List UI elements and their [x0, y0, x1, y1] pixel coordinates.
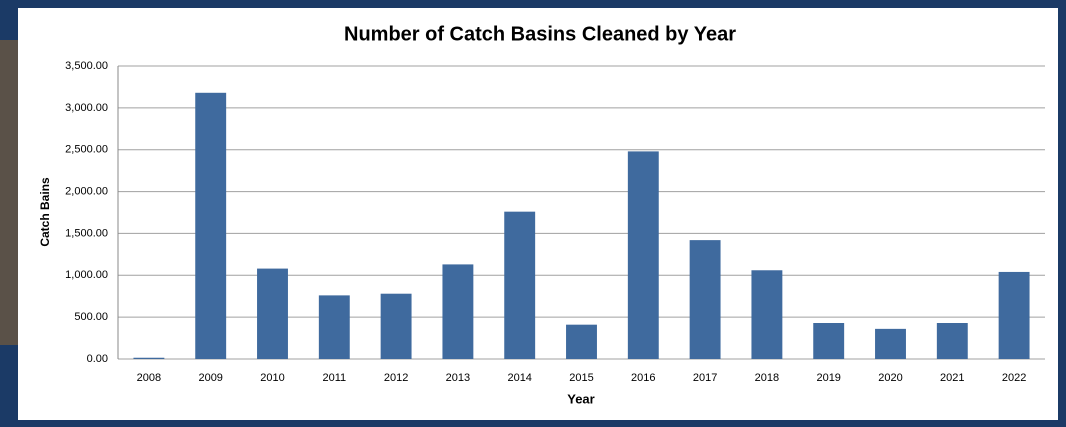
x-tick-label: 2021	[940, 372, 964, 384]
y-tick-label: 2,500.00	[65, 144, 108, 156]
x-tick-label: 2017	[693, 372, 717, 384]
bar	[751, 270, 783, 359]
y-tick-label: 500.00	[74, 311, 108, 323]
bar	[195, 92, 227, 359]
x-tick-label: 2018	[755, 372, 779, 384]
bar	[318, 295, 350, 359]
chart-title: Number of Catch Basins Cleaned by Year	[344, 23, 736, 45]
bar	[627, 151, 659, 359]
y-tick-label: 3,000.00	[65, 102, 108, 114]
photo-fragment	[0, 40, 18, 345]
x-tick-label: 2020	[878, 372, 902, 384]
x-tick-label: 2013	[446, 372, 470, 384]
bar	[936, 323, 968, 359]
x-tick-label: 2010	[260, 372, 284, 384]
x-tick-label: 2008	[137, 372, 161, 384]
x-tick-label: 2011	[322, 372, 346, 384]
x-tick-label: 2015	[569, 372, 593, 384]
x-tick-label: 2019	[816, 372, 840, 384]
y-tick-label: 0.00	[87, 353, 108, 365]
bar	[442, 264, 474, 359]
bar	[133, 357, 165, 359]
x-tick-label: 2009	[198, 372, 222, 384]
x-tick-label: 2016	[631, 372, 655, 384]
x-tick-label: 2012	[384, 372, 408, 384]
bar	[504, 211, 536, 359]
bar	[380, 293, 412, 359]
bar	[257, 268, 288, 359]
y-tick-label: 3,500.00	[65, 60, 108, 72]
bar	[875, 328, 906, 359]
x-tick-label: 2022	[1002, 372, 1026, 384]
y-tick-label: 2,000.00	[65, 185, 108, 197]
bar	[813, 323, 845, 359]
x-axis-label: Year	[567, 391, 594, 406]
y-axis-label: Catch Bains	[38, 177, 52, 247]
y-tick-label: 1,000.00	[65, 269, 108, 281]
x-tick-label: 2014	[507, 372, 531, 384]
bar	[566, 324, 597, 359]
y-tick-label: 1,500.00	[65, 227, 108, 239]
bar	[689, 240, 721, 359]
bar	[998, 271, 1030, 359]
